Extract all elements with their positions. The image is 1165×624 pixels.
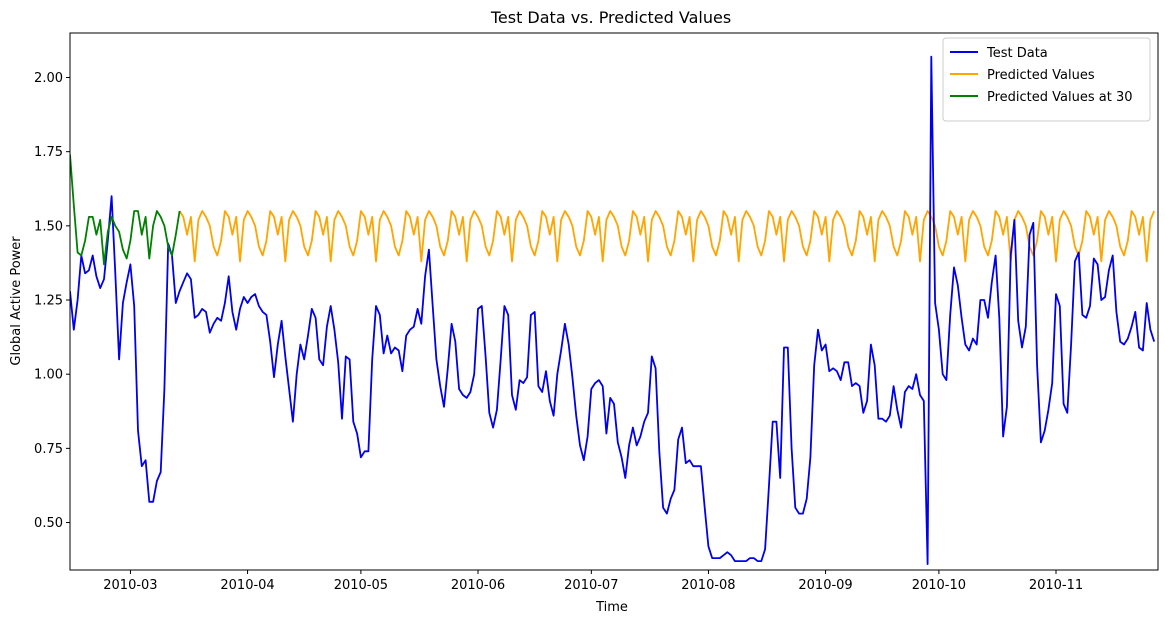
x-tick-label: 2010-05 xyxy=(334,578,388,593)
y-tick-label: 1.50 xyxy=(34,219,63,234)
x-tick-label: 2010-04 xyxy=(220,578,274,593)
legend-label: Test Data xyxy=(986,46,1048,61)
y-tick-label: 2.00 xyxy=(34,71,63,86)
x-tick-label: 2010-03 xyxy=(103,578,157,593)
y-tick-label: 1.00 xyxy=(34,368,63,383)
y-tick-label: 0.75 xyxy=(34,442,63,457)
y-axis: 0.50 0.75 1.00 1.25 1.50 1.75 2.00 xyxy=(34,71,70,531)
y-tick-label: 1.75 xyxy=(34,145,63,160)
legend-label: Predicted Values at 30 xyxy=(987,90,1133,105)
chart-title: Test Data vs. Predicted Values xyxy=(490,8,731,27)
x-tick-label: 2010-09 xyxy=(798,578,852,593)
legend-label: Predicted Values xyxy=(987,68,1095,83)
series-line-predicted-values xyxy=(178,210,1156,263)
x-tick-label: 2010-10 xyxy=(912,578,966,593)
series-layer xyxy=(70,55,1156,565)
y-tick-label: 0.50 xyxy=(34,516,63,531)
series-line-predicted-at-30 xyxy=(70,154,181,266)
x-tick-label: 2010-08 xyxy=(681,578,735,593)
x-axis-label: Time xyxy=(595,600,628,615)
x-tick-label: 2010-06 xyxy=(451,578,505,593)
series-line-test-data xyxy=(70,55,1156,565)
axes-frame xyxy=(69,32,1159,571)
y-axis-label: Global Active Power xyxy=(9,236,24,366)
legend-box xyxy=(942,37,1151,122)
x-tick-label: 2010-07 xyxy=(564,578,618,593)
legend: Test Data Predicted Values Predicted Value… xyxy=(942,37,1151,122)
x-axis: 2010-03 2010-04 2010-05 2010-06 2010-07 2010-… xyxy=(103,570,1083,593)
x-tick-label: 2010-11 xyxy=(1029,578,1083,593)
y-tick-label: 1.25 xyxy=(34,294,63,309)
